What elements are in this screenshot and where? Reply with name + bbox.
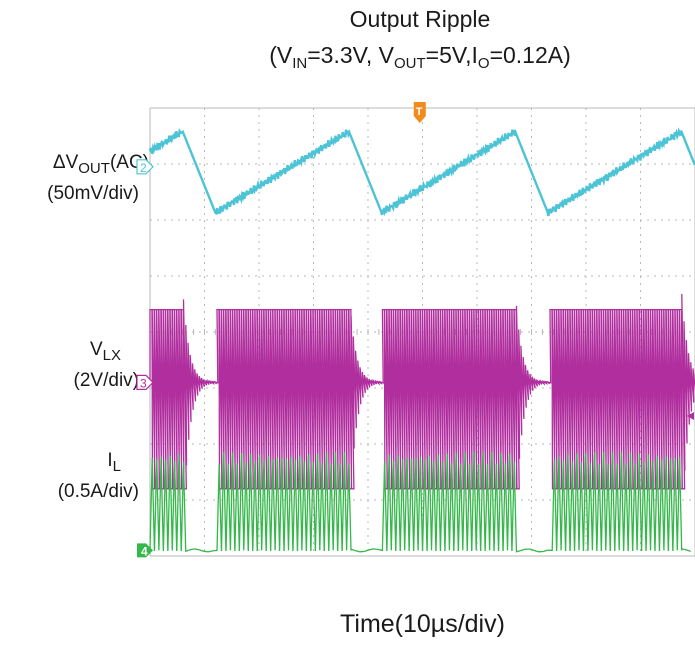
trace-vout [148, 127, 695, 217]
chart-subtitle: (VIN=3.3V, VOUT=5V,IO=0.12A) [269, 42, 571, 72]
trace-il [149, 451, 691, 553]
channel-2-scale: (50mV/div) [47, 183, 139, 204]
traces [148, 127, 695, 553]
trigger-marker: T [413, 102, 426, 123]
channel-4-marker-label: 4 [141, 544, 148, 558]
channel-3-marker: 3 [136, 374, 154, 390]
channel-2-marker: 2 [136, 159, 154, 175]
x-axis-label: Time(10µs/div) [340, 610, 505, 638]
channel-4-marker: 4 [137, 543, 153, 558]
channel-3-name: VLX [89, 339, 121, 364]
channel-2-marker-label: 2 [140, 161, 147, 175]
channel-2-name: ΔVOUT(AC) [52, 152, 149, 177]
trigger-marker-label: T [416, 106, 423, 118]
scope-display: 2 3 4 T [136, 102, 695, 558]
chart-title: Output Ripple [349, 6, 491, 32]
channel-3-scale: (2V/div) [73, 370, 139, 391]
level-marker [687, 412, 694, 420]
channel-4-name: IL [107, 450, 121, 475]
markers: 2 3 4 T [136, 102, 694, 558]
channel-3-marker-label: 3 [140, 376, 147, 390]
channel-4-scale: (0.5A/div) [57, 481, 139, 502]
